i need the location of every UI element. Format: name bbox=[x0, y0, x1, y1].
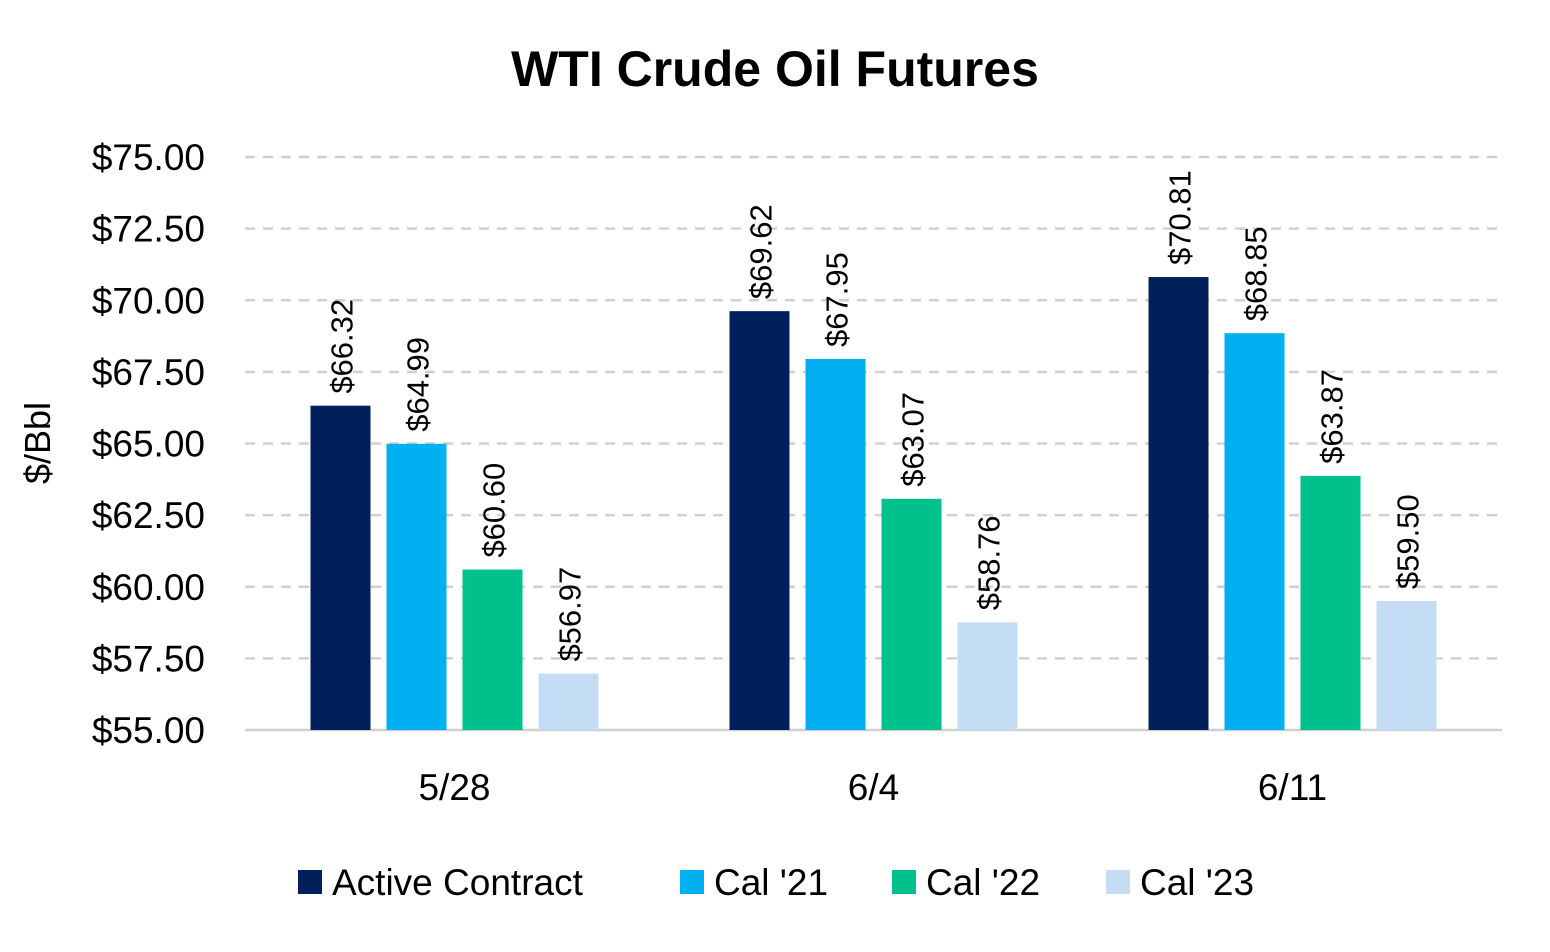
y-tick-label: $67.50 bbox=[92, 352, 205, 393]
bar bbox=[1376, 601, 1437, 730]
bar bbox=[805, 358, 866, 730]
data-label: $68.85 bbox=[1239, 226, 1274, 321]
data-label: $59.50 bbox=[1391, 494, 1426, 589]
bar bbox=[462, 569, 523, 730]
y-tick-label: $75.00 bbox=[92, 137, 205, 178]
legend-label: Cal '23 bbox=[1140, 862, 1254, 903]
y-tick-label: $65.00 bbox=[92, 424, 205, 465]
bars: $66.32 $64.99 $60.60 $56.97 $69.62 $67.95 $63.… bbox=[310, 170, 1437, 730]
data-label: $70.81 bbox=[1163, 170, 1198, 265]
chart-title: WTI Crude Oil Futures bbox=[511, 41, 1039, 97]
legend-swatch bbox=[892, 870, 916, 894]
gridlines bbox=[245, 155, 1502, 732]
legend-swatch bbox=[680, 870, 704, 894]
data-label: $64.99 bbox=[401, 337, 436, 432]
data-label: $63.07 bbox=[896, 392, 931, 487]
legend: Active Contract Cal '21 Cal '22 Cal '23 bbox=[298, 862, 1254, 903]
bar bbox=[386, 443, 447, 730]
y-tick-label: $62.50 bbox=[92, 495, 205, 536]
data-label: $60.60 bbox=[477, 463, 512, 558]
data-label: $58.76 bbox=[972, 515, 1007, 610]
bar bbox=[881, 498, 942, 730]
data-label: $69.62 bbox=[744, 204, 779, 299]
y-tick-label: $57.50 bbox=[92, 638, 205, 679]
bar bbox=[729, 311, 790, 730]
data-label: $67.95 bbox=[820, 252, 855, 347]
y-axis-label: $/Bbl bbox=[17, 402, 58, 484]
y-tick-labels: $55.00 $57.50 $60.00 $62.50 $65.00 $67.50 $70.… bbox=[92, 137, 205, 751]
legend-label: Active Contract bbox=[332, 862, 584, 903]
data-label: $66.32 bbox=[325, 299, 360, 394]
x-tick-labels: 5/28 6/4 6/11 bbox=[418, 767, 1327, 808]
y-tick-label: $60.00 bbox=[92, 567, 205, 608]
x-tick-label: 6/11 bbox=[1258, 767, 1327, 808]
legend-label: Cal '22 bbox=[926, 862, 1040, 903]
x-tick-label: 5/28 bbox=[418, 767, 490, 808]
legend-swatch bbox=[1106, 870, 1130, 894]
data-label: $63.87 bbox=[1315, 369, 1350, 464]
x-tick-label: 6/4 bbox=[848, 767, 899, 808]
y-tick-label: $55.00 bbox=[92, 710, 205, 751]
bar bbox=[1300, 475, 1361, 730]
bar bbox=[1148, 277, 1209, 730]
legend-label: Cal '21 bbox=[714, 862, 828, 903]
bar bbox=[957, 622, 1018, 730]
data-label: $56.97 bbox=[553, 567, 588, 662]
y-tick-label: $70.00 bbox=[92, 280, 205, 321]
bar bbox=[1224, 333, 1285, 730]
y-tick-label: $72.50 bbox=[92, 209, 205, 250]
bar bbox=[310, 405, 371, 730]
bar bbox=[538, 673, 599, 730]
legend-swatch bbox=[298, 870, 322, 894]
